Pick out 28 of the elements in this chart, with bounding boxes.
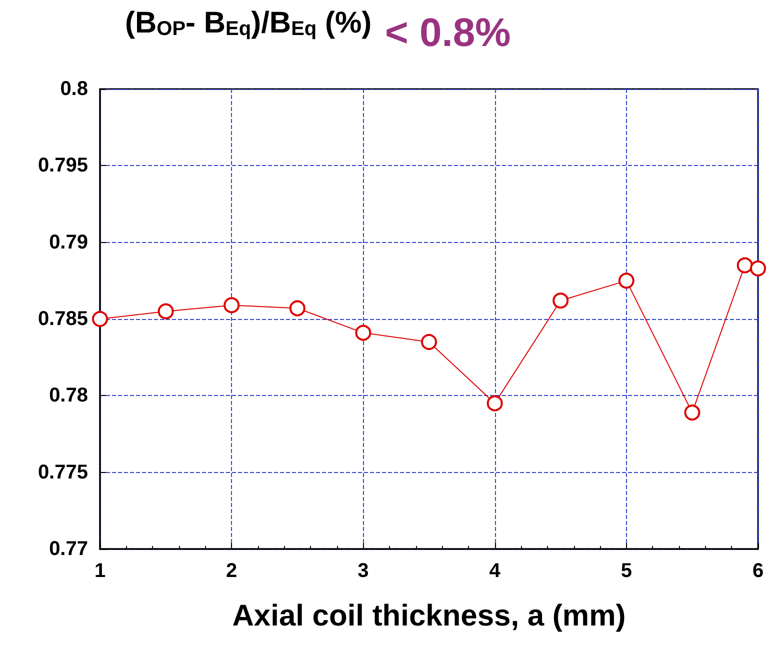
point [421, 334, 437, 350]
point [224, 297, 240, 314]
point [158, 303, 174, 320]
x-tick-label: 2 [226, 560, 238, 582]
x-tick-label: 6 [752, 560, 764, 582]
y-tick-label: 0.775 [38, 461, 88, 484]
chart-title: (BOP- BEq)/BEq (%) [125, 6, 372, 40]
point [684, 404, 700, 421]
y-tick-label: 0.785 [38, 308, 88, 330]
x-tick-label: 4 [489, 560, 502, 582]
point [486, 395, 503, 412]
point [92, 311, 108, 327]
x-axis-title: Axial coil thickness, a (mm) [232, 600, 626, 632]
point [355, 324, 372, 341]
y-tick-label: 0.795 [38, 154, 88, 177]
text: < 0.8% [385, 11, 511, 55]
y-tick-label: 0.79 [49, 231, 88, 254]
point [736, 257, 753, 274]
x-tick-label: 5 [620, 560, 632, 582]
point [289, 300, 306, 316]
x-tick-label: 3 [358, 560, 369, 582]
point [552, 292, 569, 309]
y-tick-label: 0.77 [49, 538, 88, 560]
y-tick-label: 0.8 [60, 78, 88, 100]
point [750, 260, 766, 276]
x-tick-label: 1 [94, 560, 106, 582]
y-tick-label: 0.78 [49, 384, 88, 407]
point [618, 272, 634, 289]
